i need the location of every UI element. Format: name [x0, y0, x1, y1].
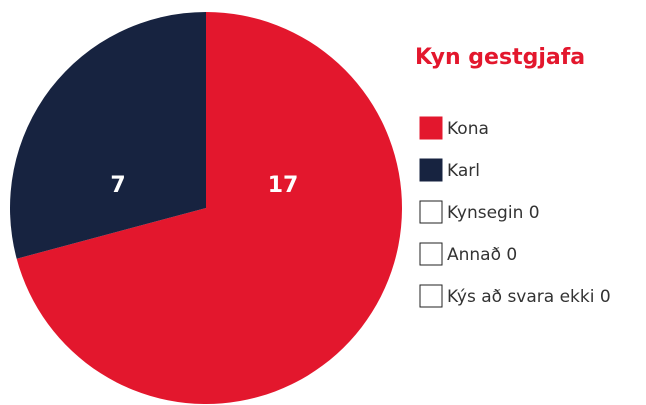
legend-label: Kýs að svara ekki 0	[447, 287, 611, 307]
data-label: 17	[268, 173, 299, 198]
legend-label: Kona	[447, 119, 489, 139]
legend-swatch	[419, 200, 443, 224]
legend-label: Kynsegin 0	[447, 203, 540, 223]
legend-label: Karl	[447, 161, 480, 181]
legend-label: Annað 0	[447, 245, 517, 265]
data-label: 7	[110, 173, 125, 198]
legend-swatch	[419, 242, 443, 266]
legend-swatch	[419, 158, 443, 182]
pie-slice	[16, 12, 403, 404]
legend-swatch	[419, 284, 443, 308]
pie-slice	[9, 12, 206, 259]
legend-swatch	[419, 116, 443, 140]
chart-title: Kyn gestgjafa	[415, 45, 585, 70]
